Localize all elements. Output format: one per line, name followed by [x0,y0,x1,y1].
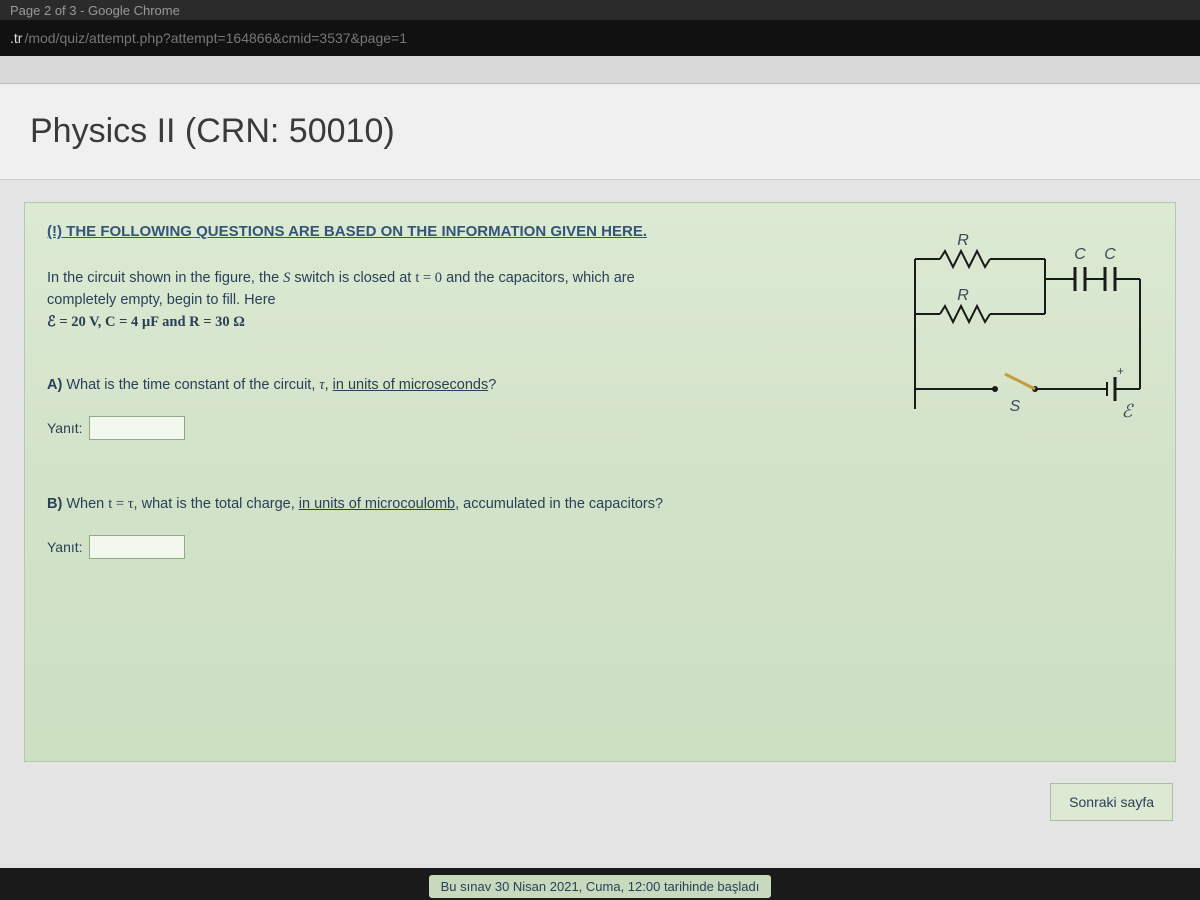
part-b-text-c: , accumulated in the capacitors? [455,496,663,512]
answer-row-b: Yanıt: [47,535,1153,559]
svg-text:+: + [1117,364,1124,378]
label-r-top: R [957,232,969,249]
part-a-text-b: , [325,377,333,393]
address-bar[interactable]: .tr /mod/quiz/attempt.php?attempt=164866… [0,20,1200,56]
label-c1: C [1074,246,1086,263]
quiz-footer: Bu sınav 30 Nisan 2021, Cuma, 12:00 tari… [0,872,1200,900]
answer-label-a: Yanıt: [47,420,83,436]
t-zero: t = 0 [415,270,442,286]
answer-input-b[interactable] [89,535,185,559]
course-title: Physics II (CRN: 50010) [30,112,1170,151]
part-b-label: B) [47,496,62,512]
question-card: (!) THE FOLLOWING QUESTIONS ARE BASED ON… [24,202,1176,762]
t-eq-tau: t = τ [108,496,133,512]
url-path: /mod/quiz/attempt.php?attempt=164866&cmi… [24,30,407,46]
part-b-text-a: When [62,496,108,512]
label-emf: ℰ [1122,401,1135,421]
intro-text-a: In the circuit shown in the figure, the [47,270,283,286]
quiz-content: (!) THE FOLLOWING QUESTIONS ARE BASED ON… [0,180,1200,868]
circuit-diagram: R C C [895,219,1155,439]
part-a-label: A) [47,377,62,393]
part-a-underline: in units of microseconds [333,377,489,393]
label-c2: C [1104,246,1116,263]
tab-title: Page 2 of 3 - Google Chrome [10,3,180,18]
course-header: Physics II (CRN: 50010) [0,84,1200,180]
part-b-underline: in units of microcoulomb [299,496,455,512]
intro-text-b: switch is closed at [290,270,415,286]
next-page-button[interactable]: Sonraki sayfa [1050,783,1173,821]
answer-input-a[interactable] [89,416,185,440]
lms-toolbar [0,56,1200,84]
problem-statement: In the circuit shown in the figure, the … [47,268,687,333]
url-domain: .tr [10,30,22,46]
label-switch: S [1010,398,1021,415]
answer-label-b: Yanıt: [47,539,83,555]
part-a-text-a: What is the time constant of the circuit… [62,377,319,393]
part-b-text-b: , what is the total charge, [134,496,299,512]
part-b: B) When t = τ, what is the total charge,… [47,496,1153,513]
quiz-start-time: Bu sınav 30 Nisan 2021, Cuma, 12:00 tari… [429,875,772,898]
circuit-params: ℰ = 20 V, C = 4 µF and R = 30 Ω [47,314,245,330]
part-a-text-c: ? [488,377,496,393]
label-r-mid: R [957,287,969,304]
browser-tab-bar: Page 2 of 3 - Google Chrome [0,0,1200,20]
